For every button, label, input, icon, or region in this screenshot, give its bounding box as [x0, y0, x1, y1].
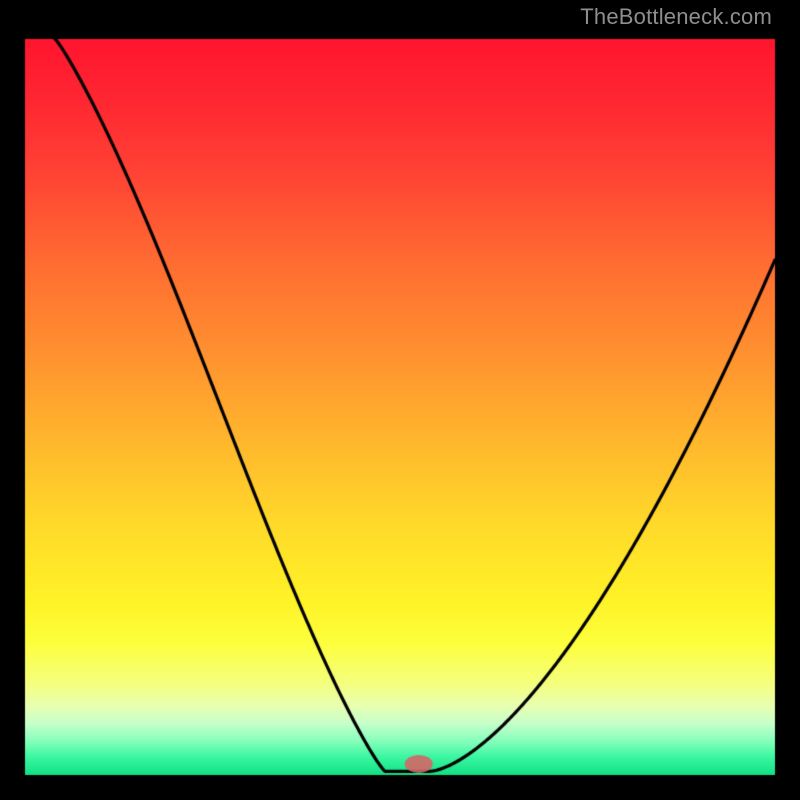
watermark-text: TheBottleneck.com	[580, 4, 772, 30]
bottleneck-chart-canvas	[0, 0, 800, 800]
chart-stage: TheBottleneck.com	[0, 0, 800, 800]
